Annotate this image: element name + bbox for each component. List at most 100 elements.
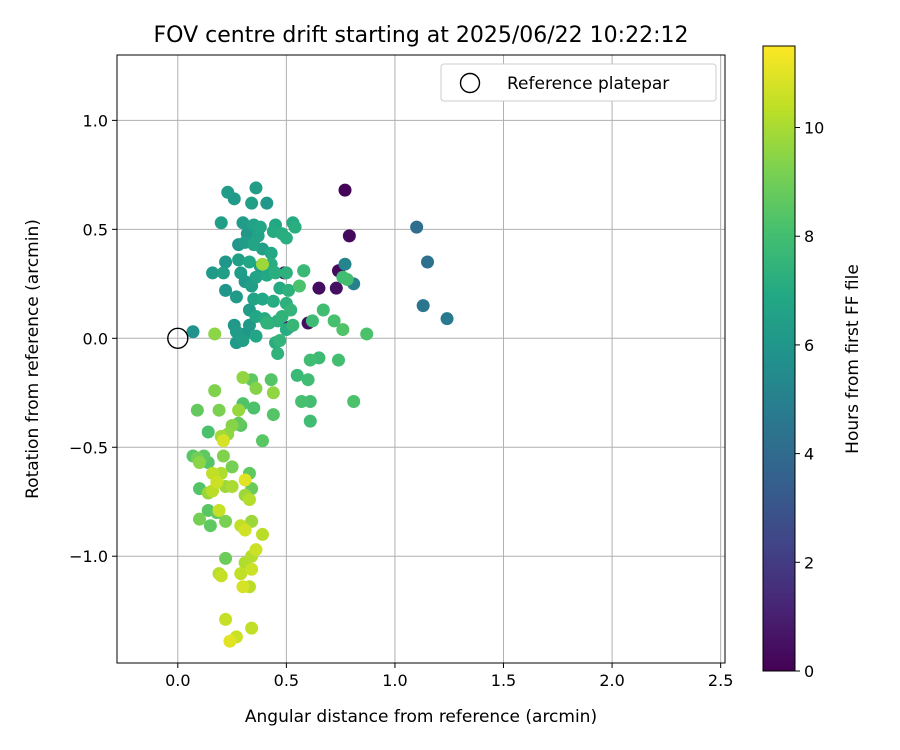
colorbar-tick-label: 6 — [804, 336, 814, 355]
data-point — [219, 255, 233, 269]
data-point — [331, 353, 345, 367]
grid — [117, 55, 725, 663]
data-point — [303, 353, 317, 367]
colorbar-tick-label: 0 — [804, 662, 814, 681]
data-point — [193, 512, 207, 526]
data-point — [269, 266, 283, 280]
data-point — [247, 401, 261, 415]
data-point — [266, 386, 280, 400]
x-tick-label: 0.0 — [165, 671, 190, 690]
data-point — [186, 325, 200, 339]
data-point — [312, 281, 326, 295]
data-point — [249, 181, 263, 195]
data-point — [193, 456, 207, 470]
data-point — [219, 514, 233, 528]
data-point — [336, 323, 350, 337]
data-point — [255, 434, 269, 448]
data-point — [249, 543, 263, 557]
data-point — [297, 264, 311, 278]
data-point — [242, 493, 256, 507]
data-point — [245, 562, 259, 576]
x-axis-label: Angular distance from reference (arcmin) — [245, 707, 597, 727]
plot-frame — [116, 54, 726, 664]
colorbar-tick-label: 4 — [804, 445, 814, 464]
legend: Reference platepar — [440, 63, 717, 102]
data-point — [305, 314, 319, 328]
data-point — [232, 253, 246, 267]
data-point — [223, 634, 237, 648]
data-point — [216, 434, 230, 448]
data-point — [347, 394, 361, 408]
data-point — [210, 475, 224, 489]
data-points — [186, 181, 454, 648]
data-point — [245, 196, 259, 210]
data-point — [303, 414, 317, 428]
y-tick-label: −1.0 — [69, 547, 108, 566]
data-point — [338, 257, 352, 271]
data-point — [238, 473, 252, 487]
data-point — [225, 460, 239, 474]
colorbar: 0 2 4 6 8 10 Hours from first FF file — [762, 45, 863, 681]
data-point — [255, 257, 269, 271]
data-point — [286, 318, 300, 332]
data-point — [342, 229, 356, 243]
data-point — [279, 231, 293, 245]
data-point — [264, 246, 278, 260]
data-point — [284, 303, 298, 317]
data-point — [214, 216, 228, 230]
data-point — [421, 255, 435, 269]
data-point — [292, 279, 306, 293]
data-point — [236, 580, 250, 594]
colorbar-label: Hours from first FF file — [843, 264, 863, 454]
data-point — [249, 270, 263, 284]
data-point — [360, 327, 374, 341]
data-point — [219, 551, 233, 565]
data-point — [329, 281, 343, 295]
data-point — [249, 381, 263, 395]
data-point — [219, 283, 233, 297]
data-point — [273, 333, 287, 347]
data-point — [216, 449, 230, 463]
reference-marker-group — [167, 327, 189, 349]
x-tick-label: 2.5 — [708, 671, 733, 690]
colorbar-tick-label: 8 — [804, 227, 814, 246]
data-point — [242, 255, 256, 269]
data-point — [234, 567, 248, 581]
y-tick-label: −0.5 — [69, 438, 108, 457]
data-point — [260, 316, 274, 330]
x-tick-label: 2.0 — [599, 671, 624, 690]
data-point — [295, 394, 309, 408]
data-point — [216, 266, 230, 280]
data-point — [236, 333, 250, 347]
data-point — [219, 612, 233, 626]
y-tick-label: 1.0 — [83, 111, 108, 130]
legend-box — [440, 63, 717, 102]
data-point — [201, 425, 215, 439]
data-point — [416, 299, 430, 313]
data-point — [288, 220, 302, 234]
colorbar-tick-label: 2 — [804, 553, 814, 572]
data-point — [212, 503, 226, 517]
data-point — [236, 216, 250, 230]
y-tick-label: 0.5 — [83, 220, 108, 239]
data-point — [212, 403, 226, 417]
y-axis-label: Rotation from reference (arcmin) — [23, 219, 43, 499]
data-point — [236, 371, 250, 385]
data-point — [229, 290, 243, 304]
data-point — [327, 314, 341, 328]
data-point — [316, 303, 330, 317]
data-point — [440, 312, 454, 326]
data-point — [255, 527, 269, 541]
colorbar-gradient — [762, 45, 796, 672]
x-tick-label: 1.0 — [382, 671, 407, 690]
data-point — [232, 403, 246, 417]
data-point — [264, 373, 278, 387]
colorbar-ticks: 0 2 4 6 8 10 — [795, 119, 824, 681]
x-axis: 0.0 0.5 1.0 1.5 2.0 2.5 — [165, 663, 733, 690]
data-point — [301, 373, 315, 387]
data-point — [279, 266, 293, 280]
data-point — [266, 294, 280, 308]
colorbar-tick-label: 10 — [804, 119, 824, 138]
data-point — [260, 196, 274, 210]
data-point — [253, 220, 267, 234]
